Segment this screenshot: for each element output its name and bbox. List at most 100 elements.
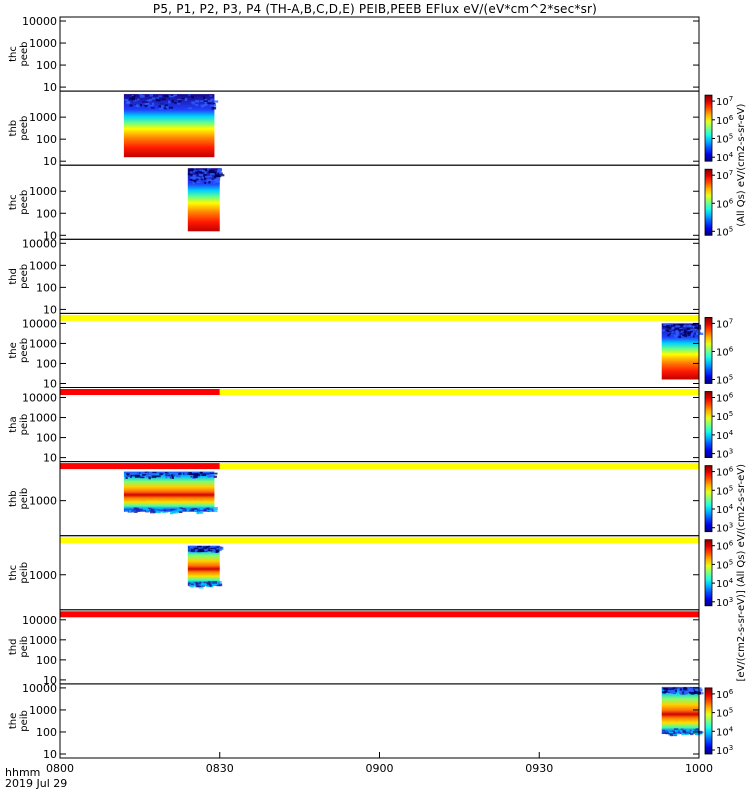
colorbar-gradient [704,168,713,236]
y-tick-label: 100 [36,357,57,370]
noise-speck [198,545,202,548]
noise-speck [675,331,679,334]
noise-speck [204,548,209,552]
y-tick-label: 10 [43,303,57,316]
panel-frame [59,312,700,388]
noise-speck [195,474,201,478]
noise-speck [213,510,218,512]
colorbar-tick-label: 106 [716,392,734,405]
noise-speck [169,476,172,478]
status-bar-red [60,611,699,618]
noise-speck [201,473,207,477]
noise-speck [696,689,701,692]
noise-speck [218,546,224,550]
noise-speck [682,334,685,337]
y-tick-label: 10 [43,81,57,94]
noise-speck [674,328,679,330]
noise-speck [213,584,217,587]
noise-speck [212,581,218,584]
noise-speck [166,472,169,475]
x-tick-label: 0800 [46,762,74,775]
noise-speck [212,181,216,184]
noise-speck [199,510,204,514]
noise-speck [200,171,204,175]
noise-speck [195,174,198,177]
noise-speck [190,510,194,512]
noise-speck [139,509,143,511]
noise-speck [211,178,215,180]
y-tick-label: 100 [36,133,57,146]
noise-speck [146,472,152,475]
noise-speck [207,549,213,552]
noise-speck [203,168,208,172]
y-tick-label: 1000 [29,259,57,272]
noise-speck [691,332,694,335]
noise-speck [194,548,198,552]
noise-speck [150,508,155,512]
noise-speck [663,690,668,693]
noise-speck [207,476,212,478]
colorbar-units-label: (All Qs) eV/(cm2-s-sr-eV) [736,104,747,227]
panel-frame [59,238,700,314]
noise-speck [159,103,164,106]
noise-speck [155,511,161,513]
noise-speck [667,334,670,337]
y-tick-label: 10 [43,378,57,391]
noise-speck [184,472,187,476]
noise-speck [206,582,210,585]
noise-speck [684,732,689,735]
noise-speck [203,546,208,550]
noise-speck [199,471,202,474]
noise-speck [211,106,217,110]
noise-speck [170,94,174,96]
noise-speck [156,475,161,478]
noise-speck [191,582,196,585]
noise-speck [671,689,676,691]
noise-speck [203,509,207,512]
noise-speck [199,100,204,102]
noise-speck [129,97,133,100]
noise-speck [192,546,196,548]
noise-speck [131,98,136,101]
chart-title: P5, P1, P2, P3, P4 (TH-A,B,C,D,E) PEIB,P… [152,2,598,16]
noise-speck [169,106,174,109]
noise-speck [192,181,195,185]
noise-speck [181,97,185,99]
noise-speck [209,472,214,475]
noise-speck [195,583,199,586]
noise-speck [144,104,149,107]
noise-speck [159,104,164,107]
noise-speck [668,688,674,690]
noise-speck [662,729,666,731]
noise-speck [667,690,672,693]
noise-speck [684,732,689,734]
panel-the-peeb: 10 100 1000 10000 thepeeb 105 106 107 [8,312,734,391]
noise-speck [190,549,195,552]
noise-speck [190,176,195,180]
panel-frame [59,683,700,759]
noise-speck [189,178,193,181]
noise-speck [138,94,143,96]
noise-speck [675,329,679,332]
noise-speck [170,508,175,511]
noise-speck [152,471,157,474]
noise-speck [668,733,673,735]
noise-speck [668,324,674,326]
noise-speck [168,94,172,97]
data-block-noise [187,168,225,185]
noise-speck [693,333,697,335]
noise-speck [196,176,199,178]
noise-speck [698,687,702,690]
noise-speck [670,733,673,737]
noise-speck [697,730,703,734]
data-block-peib-0 [123,471,218,515]
y-tick-label: 10000 [22,614,57,627]
noise-speck [195,100,200,103]
noise-speck [210,178,215,182]
noise-speck [209,474,212,476]
noise-speck [198,170,202,173]
noise-speck [172,94,177,97]
data-block-peib-0 [661,686,704,737]
noise-speck [190,171,193,174]
noise-speck [210,98,214,101]
